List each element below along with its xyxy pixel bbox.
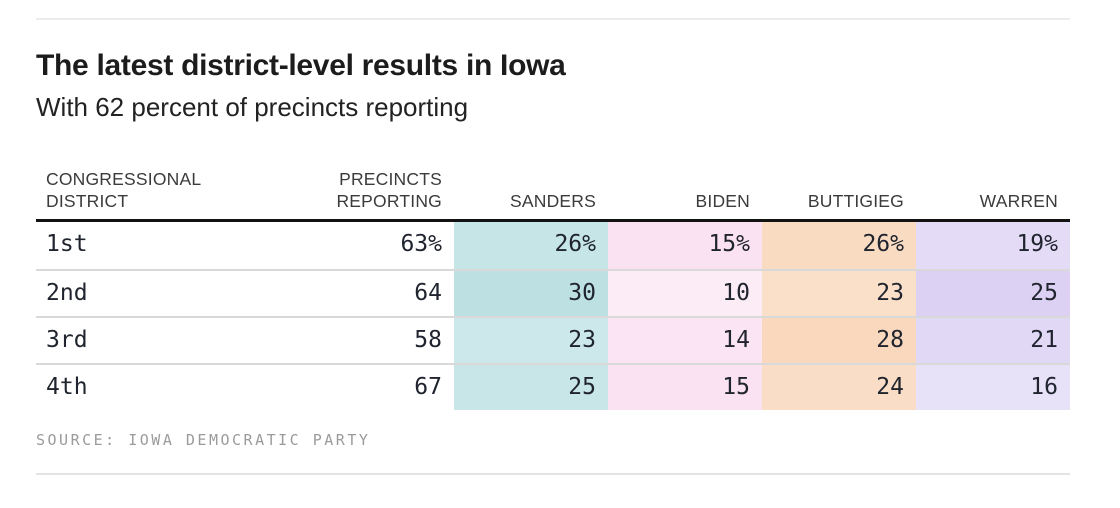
page-subtitle: With 62 percent of precincts reporting xyxy=(36,92,469,122)
table-row: 4th 67 25 15 24 16 xyxy=(36,363,1070,410)
candidate-cell-warren: 19% xyxy=(916,222,1070,269)
column-header-precincts-line1: PRECINCTS xyxy=(339,169,442,189)
column-header-district-line2: DISTRICT xyxy=(46,191,129,211)
precincts-cell: 67 xyxy=(414,374,442,400)
column-header-district: CONGRESSIONAL DISTRICT xyxy=(36,168,246,212)
candidate-cell-buttigieg: 26% xyxy=(762,222,916,269)
table-row: 3rd 58 23 14 28 21 xyxy=(36,316,1070,363)
column-header-warren: WARREN xyxy=(979,191,1058,211)
source-note: SOURCE: IOWA DEMOCRATIC PARTY xyxy=(36,431,371,449)
column-header-precincts: PRECINCTS REPORTING xyxy=(246,168,454,212)
column-header-district-line1: CONGRESSIONAL xyxy=(46,169,202,189)
candidate-cell-buttigieg: 24 xyxy=(762,365,916,410)
district-cell: 3rd xyxy=(46,327,88,353)
district-cell: 4th xyxy=(46,374,88,400)
candidate-cell-warren: 16 xyxy=(916,365,1070,410)
candidate-cell-sanders: 23 xyxy=(454,318,608,363)
top-divider xyxy=(36,18,1070,20)
candidate-cell-buttigieg: 23 xyxy=(762,271,916,316)
bottom-divider xyxy=(36,473,1070,475)
candidate-cell-biden: 10 xyxy=(608,271,762,316)
district-cell: 2nd xyxy=(46,280,88,306)
column-header-biden: BIDEN xyxy=(695,191,750,211)
table-row: 2nd 64 30 10 23 25 xyxy=(36,269,1070,316)
candidate-cell-warren: 21 xyxy=(916,318,1070,363)
table-header-row: CONGRESSIONAL DISTRICT PRECINCTS REPORTI… xyxy=(36,168,1070,222)
candidate-cell-biden: 15 xyxy=(608,365,762,410)
candidate-cell-sanders: 30 xyxy=(454,271,608,316)
table-body: 1st 63% 26% 15% 26% 19% 2nd 64 30 10 23 … xyxy=(36,222,1070,410)
results-table: CONGRESSIONAL DISTRICT PRECINCTS REPORTI… xyxy=(36,168,1070,410)
column-header-buttigieg: BUTTIGIEG xyxy=(807,191,904,211)
candidate-cell-warren: 25 xyxy=(916,271,1070,316)
candidate-cell-biden: 14 xyxy=(608,318,762,363)
page-title: The latest district-level results in Iow… xyxy=(36,49,566,82)
district-cell: 1st xyxy=(46,231,88,257)
column-header-sanders: SANDERS xyxy=(509,191,596,211)
candidate-cell-sanders: 26% xyxy=(454,222,608,269)
precincts-cell: 58 xyxy=(414,327,442,353)
candidate-cell-buttigieg: 28 xyxy=(762,318,916,363)
column-header-precincts-line2: REPORTING xyxy=(336,191,442,211)
table-row: 1st 63% 26% 15% 26% 19% xyxy=(36,222,1070,269)
candidate-cell-biden: 15% xyxy=(608,222,762,269)
precincts-cell: 64 xyxy=(414,280,442,306)
precincts-cell: 63% xyxy=(400,231,442,257)
candidate-cell-sanders: 25 xyxy=(454,365,608,410)
